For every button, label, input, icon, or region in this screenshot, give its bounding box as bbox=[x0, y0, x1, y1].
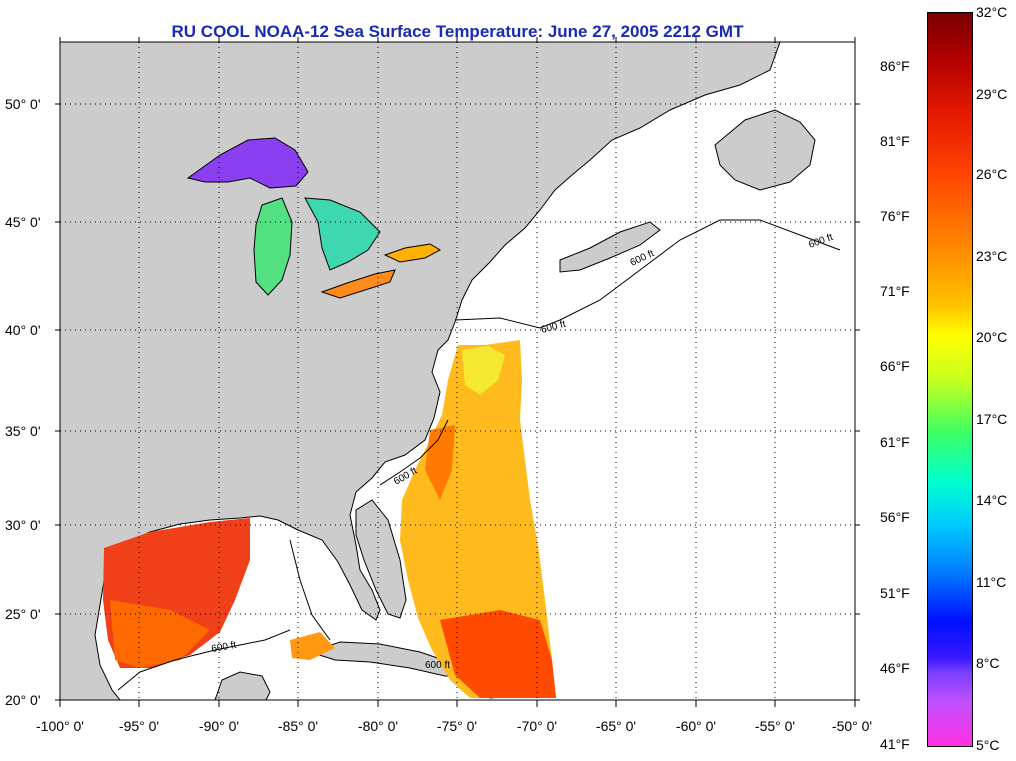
longitude-label: -100° 0' bbox=[36, 718, 84, 734]
colorbar-celsius-label: 26°C bbox=[976, 166, 1008, 182]
longitude-label: -90° 0' bbox=[199, 718, 239, 734]
land-nova-scotia bbox=[559, 221, 661, 273]
longitude-label: -75° 0' bbox=[437, 718, 477, 734]
longitude-label: -80° 0' bbox=[358, 718, 398, 734]
sst-atlantic-warm-band bbox=[425, 425, 455, 500]
contour-600ft-gulf-east bbox=[289, 539, 331, 641]
colorbar-fahrenheit-label: 66°F bbox=[880, 358, 910, 374]
sst-coastal-north bbox=[462, 346, 505, 395]
colorbar-celsius-label: 5°C bbox=[976, 737, 1000, 753]
latitude-label: 50° 0' bbox=[5, 96, 41, 112]
longitude-label: -55° 0' bbox=[755, 718, 795, 734]
sst-atlantic-south bbox=[440, 610, 556, 698]
longitude-label: -65° 0' bbox=[596, 718, 636, 734]
sst-gulf-south bbox=[110, 600, 210, 668]
sst-gulf-east-patches bbox=[290, 632, 335, 660]
longitude-label: -95° 0' bbox=[119, 718, 159, 734]
colorbar-celsius-label: 32°C bbox=[976, 4, 1008, 20]
map-title: RU COOL NOAA-12 Sea Surface Temperature:… bbox=[171, 22, 744, 41]
latitude-label: 35° 0' bbox=[5, 423, 41, 439]
latitude-label: 20° 0' bbox=[5, 692, 41, 708]
tick-marks bbox=[55, 37, 860, 707]
contour-label: 600 ft bbox=[425, 660, 450, 671]
contour-600ft-gulf bbox=[117, 629, 291, 691]
latitude-label: 40° 0' bbox=[5, 322, 41, 338]
colorbar-celsius-label: 29°C bbox=[976, 86, 1008, 102]
colorbar-celsius-label: 17°C bbox=[976, 411, 1008, 427]
colorbar-fahrenheit-label: 41°F bbox=[880, 736, 910, 752]
lake-michigan bbox=[253, 197, 293, 296]
contour-600ft-shelf bbox=[379, 419, 449, 486]
land-florida bbox=[355, 499, 407, 619]
longitude-label: -50° 0' bbox=[832, 718, 872, 734]
lake-erie bbox=[320, 269, 396, 299]
colorbar-celsius-label: 23°C bbox=[976, 248, 1008, 264]
land-newfoundland bbox=[714, 109, 816, 191]
sea-surface-temperature-map: 600 ft 600 ft 600 ft 600 ft 600 ft 600 f… bbox=[5, 37, 872, 734]
contour-label: 600 ft bbox=[211, 640, 238, 655]
colorbar-fahrenheit-label: 76°F bbox=[880, 208, 910, 224]
longitude-label: -85° 0' bbox=[278, 718, 318, 734]
latitude-label: 25° 0' bbox=[5, 606, 41, 622]
colorbar-fahrenheit-label: 56°F bbox=[880, 509, 910, 525]
lake-huron bbox=[304, 197, 381, 271]
colorbar-celsius-label: 11°C bbox=[976, 574, 1007, 590]
lake-ontario bbox=[383, 243, 442, 263]
colorbar-fahrenheit-label: 46°F bbox=[880, 660, 910, 676]
colorbar-fahrenheit-label: 61°F bbox=[880, 434, 910, 450]
colorbar-celsius-label: 20°C bbox=[976, 329, 1008, 345]
temperature-color-bar bbox=[927, 12, 973, 747]
longitude-label: -70° 0' bbox=[517, 718, 557, 734]
colorbar-fahrenheit-label: 71°F bbox=[880, 283, 910, 299]
longitude-label: -60° 0' bbox=[676, 718, 716, 734]
colorbar-fahrenheit-label: 51°F bbox=[880, 585, 910, 601]
colorbar-celsius-label: 8°C bbox=[976, 655, 1000, 671]
land-yucatan bbox=[214, 671, 271, 700]
latitude-label: 45° 0' bbox=[5, 214, 41, 230]
colorbar-celsius-label: 14°C bbox=[976, 492, 1008, 508]
colorbar-fahrenheit-label: 86°F bbox=[880, 58, 910, 74]
colorbar-fahrenheit-label: 81°F bbox=[880, 133, 910, 149]
latitude-label: 30° 0' bbox=[5, 517, 41, 533]
contour-600ft-atlantic bbox=[454, 219, 841, 329]
lake-superior bbox=[186, 137, 309, 189]
